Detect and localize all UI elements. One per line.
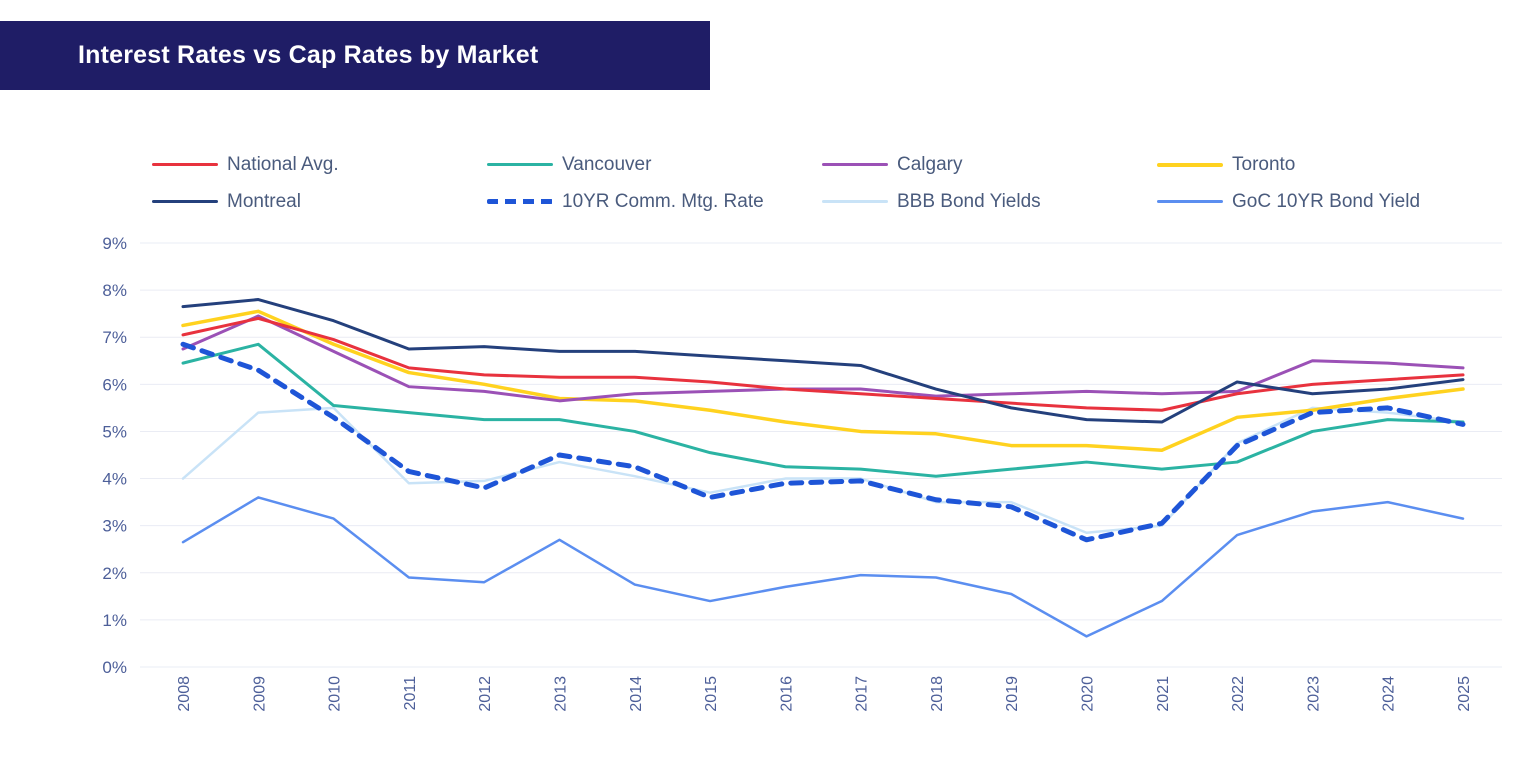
y-tick-label-8pct: 8%	[102, 281, 127, 300]
page-title: Interest Rates vs Cap Rates by Market	[78, 41, 539, 69]
legend-label-vancouver: Vancouver	[562, 153, 652, 175]
legend: National Avg. Vancouver Calgary Toronto Mont…	[152, 146, 1492, 220]
legend-label-toronto: Toronto	[1232, 153, 1296, 175]
y-tick-label-4pct: 4%	[102, 470, 127, 489]
legend-swatch-10yr-comm-mtg-rate	[487, 199, 553, 204]
series-line-national-avg	[181, 316, 1465, 412]
legend-item-bbb-bond-yields: BBB Bond Yields	[822, 191, 1157, 213]
legend-item-vancouver: Vancouver	[487, 154, 822, 176]
legend-item-calgary: Calgary	[822, 154, 1157, 176]
y-tick-label-0pct: 0%	[102, 658, 127, 677]
x-tick-label-2012: 2012	[477, 676, 494, 712]
y-tick-label-3pct: 3%	[102, 517, 127, 536]
y-tick-label-7pct: 7%	[102, 328, 127, 347]
legend-swatch-national-avg	[152, 163, 218, 166]
x-tick-label-2019: 2019	[1004, 676, 1021, 712]
series-line-bbb-bond-yields	[181, 406, 1465, 534]
x-tick-label-2018: 2018	[929, 676, 946, 712]
legend-swatch-vancouver	[487, 163, 553, 166]
legend-item-montreal: Montreal	[152, 191, 487, 213]
x-tick-label-2008: 2008	[176, 676, 193, 712]
x-tick-label-2010: 2010	[327, 676, 344, 712]
legend-swatch-montreal	[152, 200, 218, 203]
y-tick-label-9pct: 9%	[102, 234, 127, 253]
x-tick-label-2022: 2022	[1230, 676, 1247, 712]
legend-swatch-calgary	[822, 163, 888, 166]
x-tick-label-2014: 2014	[628, 676, 645, 712]
y-tick-label-1pct: 1%	[102, 611, 127, 630]
legend-label-goc-10yr-bond-yield: GoC 10YR Bond Yield	[1232, 190, 1421, 212]
y-tick-label-5pct: 5%	[102, 422, 127, 441]
series-line-toronto	[181, 309, 1465, 453]
x-tick-label-2011: 2011	[402, 676, 419, 711]
series-line-vancouver	[181, 342, 1465, 478]
legend-label-calgary: Calgary	[897, 153, 963, 175]
series-line-10yr-comm-mtg-rate	[180, 341, 1466, 543]
legend-item-10yr-comm-mtg-rate: 10YR Comm. Mtg. Rate	[487, 191, 822, 213]
x-tick-label-2021: 2021	[1155, 676, 1172, 712]
legend-swatch-toronto	[1157, 162, 1223, 167]
legend-item-toronto: Toronto	[1157, 154, 1492, 176]
legend-label-national-avg: National Avg.	[227, 153, 339, 175]
x-tick-label-2009: 2009	[251, 676, 268, 712]
legend-swatch-goc-10yr-bond-yield	[1157, 200, 1223, 203]
legend-item-national-avg: National Avg.	[152, 154, 487, 176]
y-tick-label-6pct: 6%	[102, 375, 127, 394]
title-bar: Interest Rates vs Cap Rates by Market	[0, 21, 710, 90]
series-line-goc-10yr-bond-yield	[181, 496, 1465, 638]
x-tick-label-2024: 2024	[1381, 676, 1398, 712]
legend-label-10yr-comm-mtg-rate: 10YR Comm. Mtg. Rate	[562, 190, 764, 212]
x-tick-label-2016: 2016	[778, 676, 795, 712]
legend-item-goc-10yr-bond-yield: GoC 10YR Bond Yield	[1157, 191, 1492, 213]
x-tick-label-2025: 2025	[1456, 676, 1473, 712]
x-tick-label-2013: 2013	[552, 676, 569, 712]
y-tick-label-2pct: 2%	[102, 564, 127, 583]
series-line-montreal	[181, 298, 1465, 424]
x-tick-label-2023: 2023	[1305, 676, 1322, 712]
x-tick-label-2017: 2017	[854, 676, 871, 712]
legend-label-bbb-bond-yields: BBB Bond Yields	[897, 190, 1041, 212]
x-tick-label-2015: 2015	[703, 676, 720, 712]
legend-label-montreal: Montreal	[227, 190, 301, 212]
series-line-calgary	[181, 314, 1465, 403]
legend-swatch-bbb-bond-yields	[822, 200, 888, 203]
x-tick-label-2020: 2020	[1080, 676, 1097, 712]
